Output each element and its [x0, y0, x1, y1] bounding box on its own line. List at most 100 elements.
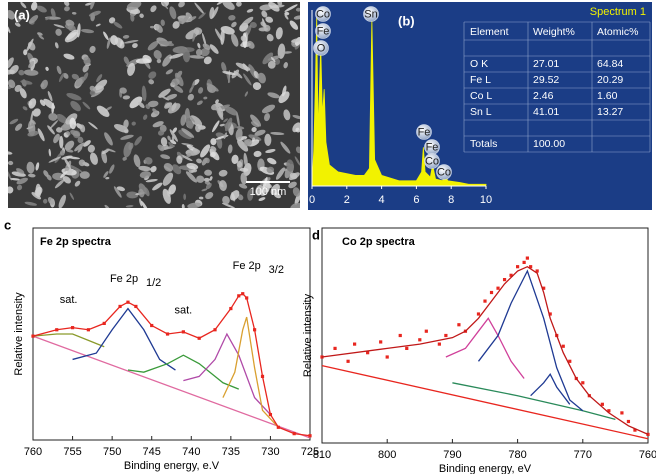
nanostructure [172, 21, 180, 29]
nanostructure [147, 41, 159, 51]
nanostructure [181, 128, 195, 138]
nanostructure [197, 42, 201, 49]
nanostructure [131, 121, 136, 126]
data-point [292, 432, 296, 436]
nanostructure [162, 172, 174, 186]
nanostructure [27, 130, 39, 137]
nanostructure [193, 27, 203, 35]
data-point [197, 336, 201, 340]
data-point [237, 294, 241, 298]
nanostructure [267, 55, 281, 61]
nanostructure [292, 187, 300, 197]
data-point [600, 402, 604, 406]
nanostructure [237, 194, 244, 201]
nanostructure [261, 10, 268, 18]
nanostructure [82, 101, 91, 110]
nanostructure [266, 33, 274, 42]
nanostructure [32, 108, 41, 117]
nanostructure [241, 16, 254, 27]
series-line [477, 269, 584, 412]
nanostructure [244, 139, 253, 147]
data-point [489, 290, 494, 295]
table-cell: Sn L [470, 106, 492, 118]
nanostructure [264, 133, 272, 146]
nanostructure [134, 136, 143, 146]
series-line [127, 354, 240, 390]
nanostructure [50, 8, 56, 18]
data-point [398, 333, 402, 338]
nanostructure [8, 167, 12, 181]
nanostructure [113, 21, 123, 29]
nanostructure [196, 158, 202, 164]
nanostructure [293, 15, 300, 20]
data-point [260, 374, 265, 378]
nanostructure [268, 2, 280, 12]
nanostructure [68, 164, 83, 173]
nanostructure [188, 115, 196, 123]
nanostructure [222, 71, 236, 76]
data-point [70, 326, 75, 330]
nanostructure [82, 64, 89, 73]
table-cell: 1.60 [597, 90, 618, 102]
data-point [581, 381, 585, 385]
data-point [86, 328, 90, 332]
nanostructure [155, 23, 163, 33]
nanostructure [171, 102, 177, 112]
nanostructure [292, 114, 300, 120]
nanostructure [144, 157, 153, 165]
data-point [561, 344, 565, 348]
nanostructure [236, 111, 240, 128]
nanostructure [253, 150, 262, 158]
sem-texture [8, 2, 300, 208]
nanostructure [196, 175, 205, 183]
nanostructure [63, 53, 75, 60]
nanostructure [60, 170, 68, 179]
nanostructure [275, 27, 283, 40]
nanostructure [251, 121, 260, 128]
nanostructure [294, 156, 300, 166]
nanostructure [69, 192, 75, 200]
nanostructure [198, 87, 204, 94]
nanostructure [123, 129, 129, 134]
nanostructure [89, 85, 97, 92]
nanostructure [16, 184, 23, 191]
series-line [452, 382, 616, 420]
nanostructure [210, 138, 217, 146]
table-cell: 27.01 [533, 58, 559, 70]
nanostructure [30, 119, 36, 125]
nanostructure [270, 183, 280, 195]
nanostructure [161, 2, 169, 10]
peak-label: O [317, 42, 326, 54]
nanostructure [15, 123, 23, 131]
nanostructure [40, 79, 48, 90]
nanostructure [126, 2, 142, 10]
nanostructure [176, 155, 183, 164]
annotation-sub: 1/2 [146, 277, 161, 289]
peak-marker [363, 6, 379, 22]
nanostructure [270, 56, 276, 63]
nanostructure [221, 62, 227, 73]
data-point [353, 342, 357, 346]
nanostructure [204, 169, 213, 176]
nanostructure [54, 179, 65, 189]
nanostructure [145, 178, 158, 183]
panel-label: c [4, 217, 11, 232]
nanostructure [104, 132, 113, 146]
table-cell: O K [470, 58, 488, 70]
nanostructure [26, 38, 34, 52]
nanostructure [45, 16, 51, 21]
data-point [165, 332, 170, 336]
data-point [542, 286, 546, 290]
nanostructure [264, 113, 270, 122]
nanostructure [219, 123, 225, 127]
nanostructure [171, 135, 175, 142]
data-point [424, 329, 428, 333]
nanostructure [169, 53, 184, 59]
nanostructure [71, 12, 77, 15]
nanostructure [104, 204, 110, 208]
nanostructure [286, 159, 294, 172]
peak-marker [416, 124, 432, 140]
annotation: sat. [60, 294, 78, 306]
nanostructure [230, 190, 240, 201]
